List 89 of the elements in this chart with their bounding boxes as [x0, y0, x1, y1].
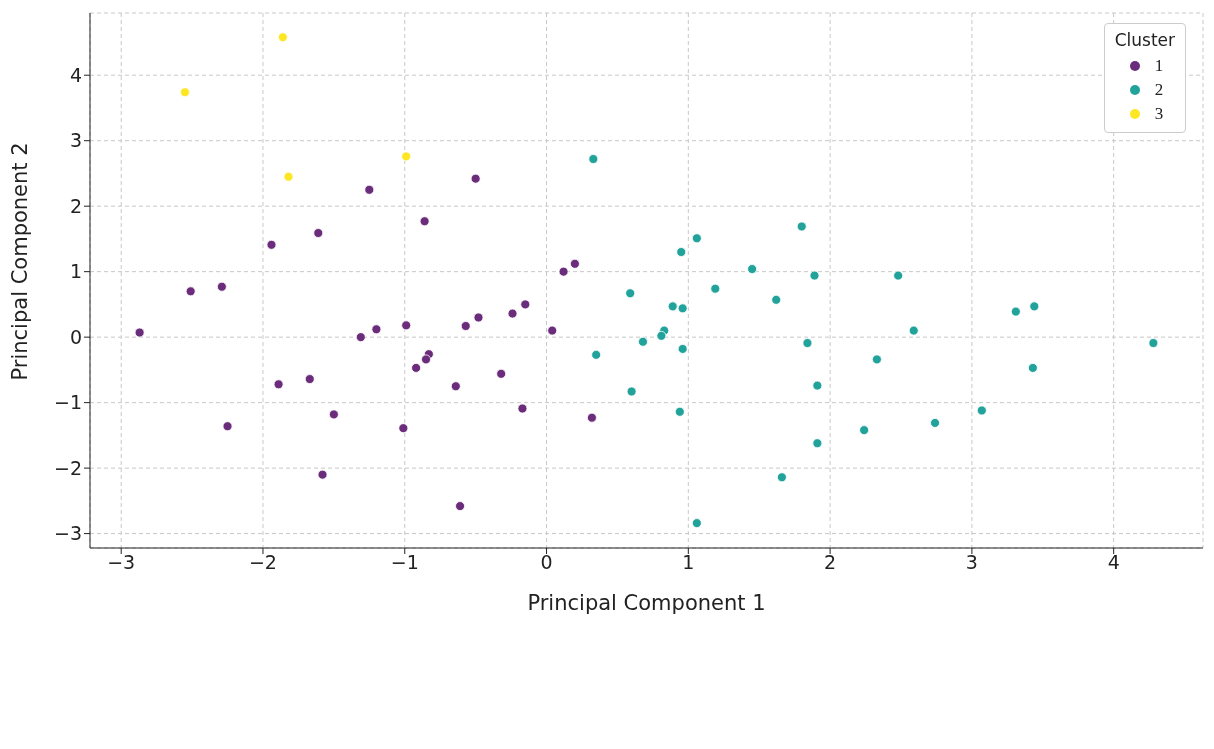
- point: [304, 374, 315, 384]
- point: [411, 363, 422, 373]
- point: [710, 283, 721, 294]
- point: [1029, 301, 1040, 312]
- point: [398, 423, 409, 434]
- point: [588, 154, 599, 164]
- point: [1148, 338, 1159, 348]
- y-tick-label: 2: [69, 194, 82, 217]
- point: [812, 438, 823, 449]
- point: [401, 320, 412, 331]
- point: [893, 270, 904, 281]
- point: [638, 336, 648, 347]
- point: [216, 281, 227, 292]
- point: [419, 216, 430, 227]
- legend-label: 1: [1154, 56, 1164, 76]
- point: [976, 405, 987, 416]
- x-tick-label: −1: [390, 551, 419, 574]
- legend-title: Cluster: [1114, 30, 1175, 50]
- point: [587, 412, 597, 423]
- point: [355, 332, 366, 343]
- x-tick-label: 0: [540, 551, 553, 574]
- point: [455, 501, 465, 511]
- point: [222, 421, 233, 432]
- point: [626, 386, 637, 397]
- y-tick-label: 0: [69, 325, 82, 348]
- point: [676, 247, 687, 257]
- point: [460, 321, 471, 331]
- point: [364, 184, 375, 195]
- point: [809, 270, 820, 281]
- point: [180, 87, 190, 98]
- point: [421, 354, 431, 365]
- x-tick-label: 1: [682, 551, 695, 574]
- x-tick-label: 2: [824, 551, 837, 574]
- point: [812, 380, 823, 391]
- point: [1010, 306, 1021, 317]
- point: [266, 239, 277, 250]
- point: [802, 338, 813, 348]
- y-tick-label: −1: [53, 391, 82, 414]
- point: [667, 301, 678, 312]
- x-axis-title: Principal Component 1: [527, 591, 766, 615]
- point: [273, 379, 284, 390]
- point: [656, 330, 667, 341]
- point: [517, 403, 528, 414]
- point: [677, 344, 688, 354]
- point: [859, 425, 870, 436]
- point: [547, 325, 558, 336]
- point: [691, 518, 702, 529]
- point: [871, 354, 882, 365]
- point: [277, 32, 288, 43]
- point: [930, 418, 940, 428]
- x-tick-label: −2: [248, 551, 277, 574]
- x-tick-label: 3: [965, 551, 978, 574]
- point: [185, 286, 196, 297]
- point: [691, 233, 702, 244]
- point: [908, 325, 919, 336]
- y-tick-label: −3: [53, 522, 82, 545]
- legend-label: 3: [1154, 104, 1164, 124]
- x-tick-label: 4: [1107, 551, 1120, 574]
- legend-label: 2: [1154, 80, 1164, 100]
- x-tick-label: −3: [107, 551, 136, 574]
- point: [558, 266, 569, 277]
- point: [771, 294, 782, 305]
- point: [313, 228, 324, 238]
- point: [776, 472, 787, 483]
- y-tick-label: −2: [53, 456, 82, 479]
- point: [569, 258, 580, 269]
- point: [1027, 363, 1038, 373]
- point: [674, 406, 685, 417]
- point: [283, 171, 294, 182]
- y-tick-label: 3: [69, 129, 82, 152]
- point: [796, 221, 807, 232]
- y-tick-label: 1: [69, 260, 82, 283]
- point: [401, 151, 412, 162]
- point: [591, 349, 602, 360]
- point: [470, 173, 481, 184]
- point: [747, 264, 758, 274]
- point: [473, 312, 484, 323]
- point: [507, 308, 518, 319]
- y-axis-title: Principal Component 2: [8, 142, 33, 381]
- point: [450, 381, 461, 392]
- point: [520, 299, 531, 310]
- point: [625, 288, 636, 299]
- y-tick-label: 4: [69, 63, 82, 86]
- point: [496, 368, 507, 379]
- point: [317, 469, 328, 480]
- point: [371, 324, 382, 335]
- point: [328, 409, 339, 420]
- point: [677, 303, 688, 314]
- point: [134, 327, 145, 338]
